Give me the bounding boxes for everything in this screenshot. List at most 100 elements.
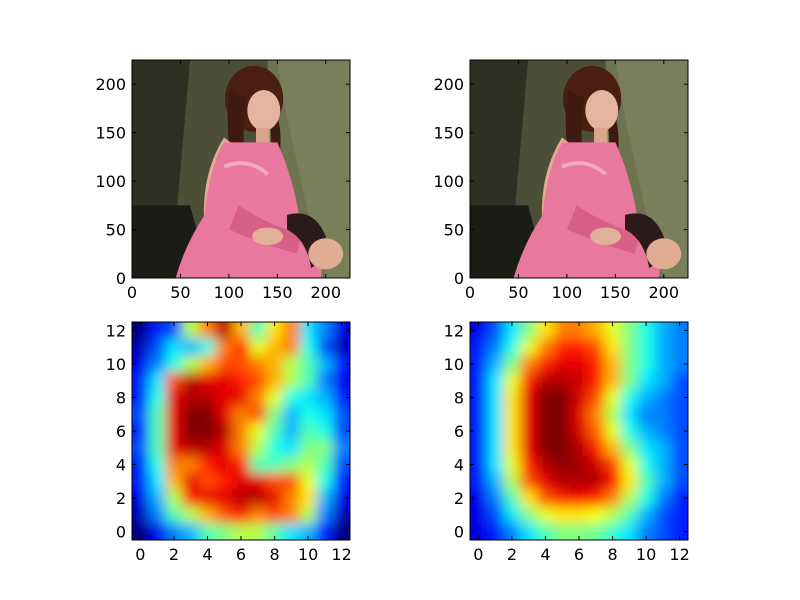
heatmap-cell bbox=[503, 489, 521, 508]
heatmap-cell bbox=[316, 439, 334, 457]
x-tick-label: 4 bbox=[540, 545, 550, 564]
heatmap-cell bbox=[637, 355, 656, 373]
y-tick-label: 6 bbox=[116, 422, 126, 441]
heatmap-cell bbox=[199, 506, 217, 524]
heatmap-cell bbox=[266, 405, 284, 424]
y-tick-label: 8 bbox=[454, 388, 464, 407]
heatmap-cell bbox=[316, 472, 334, 491]
heatmap-cell bbox=[537, 389, 555, 407]
heatmap-cell bbox=[132, 405, 133, 424]
heatmap-cell bbox=[604, 506, 622, 524]
heatmap-cell bbox=[249, 456, 267, 474]
heatmap-cell bbox=[266, 523, 284, 540]
heatmap-cell bbox=[165, 322, 183, 323]
heatmap-cell bbox=[688, 356, 705, 373]
panel-4: 0 2 4 6 8 10 12 0 2 4 6 8 10 12 bbox=[444, 321, 705, 564]
y-tick-label: 8 bbox=[116, 388, 126, 407]
heatmap-cell bbox=[637, 523, 656, 540]
heatmap-cell bbox=[299, 322, 318, 340]
heatmap-cell bbox=[654, 456, 672, 474]
heatmap-cell bbox=[587, 489, 605, 508]
heatmap-cell bbox=[299, 405, 318, 424]
heatmap-cell bbox=[350, 540, 367, 557]
heatmap-cell bbox=[520, 322, 538, 323]
heatmap-cell bbox=[503, 389, 521, 407]
x-tick-label: 200 bbox=[649, 283, 680, 302]
heatmap-cell bbox=[537, 523, 555, 540]
heatmap-cell bbox=[148, 322, 167, 340]
heatmap-cell bbox=[637, 472, 656, 491]
heatmap-cell bbox=[570, 506, 588, 524]
heatmap-cell bbox=[333, 523, 350, 540]
heatmap-cell bbox=[520, 523, 538, 540]
panel-3: 0 2 4 6 8 10 12 0 2 4 6 8 10 12 bbox=[106, 321, 367, 564]
heatmap-cell bbox=[486, 405, 505, 424]
heatmap-cell bbox=[216, 540, 233, 557]
heatmap-cell bbox=[232, 523, 250, 540]
heatmap-cell bbox=[282, 456, 301, 474]
y-tick-label: 6 bbox=[454, 422, 464, 441]
photo-image bbox=[132, 60, 350, 278]
heatmap-cell bbox=[587, 506, 605, 524]
heatmap-cell bbox=[537, 472, 555, 491]
heatmap-cell bbox=[553, 489, 572, 508]
heatmap-cell bbox=[316, 489, 334, 508]
heatmap-cell bbox=[215, 389, 234, 407]
x-tick-label: 50 bbox=[508, 283, 528, 302]
x-tick-label: 10 bbox=[298, 545, 318, 564]
heatmap-cell bbox=[587, 338, 605, 357]
heatmap-cell bbox=[637, 456, 656, 474]
axes-frame bbox=[131, 59, 351, 279]
x-tick-label: 2 bbox=[169, 545, 179, 564]
heatmap-cell bbox=[587, 472, 605, 491]
x-tick-label: 8 bbox=[607, 545, 617, 564]
heatmap-cell bbox=[620, 355, 639, 373]
heatmap-cell bbox=[350, 473, 367, 490]
heatmap-cell bbox=[132, 439, 133, 457]
heatmap-cell bbox=[470, 355, 488, 373]
heatmap-cell bbox=[215, 322, 234, 323]
x-tick-label: 200 bbox=[311, 283, 342, 302]
heatmap-cell bbox=[282, 439, 301, 457]
heatmap-cell bbox=[553, 355, 572, 373]
heatmap-cell bbox=[132, 372, 150, 390]
heatmap-cell bbox=[654, 405, 672, 424]
heatmap-cell bbox=[266, 456, 284, 474]
x-tick-label: 0 bbox=[465, 283, 475, 302]
heatmap-cell bbox=[671, 372, 688, 390]
heatmap-cell bbox=[570, 338, 588, 357]
heatmap-cell bbox=[537, 489, 555, 508]
heatmap-cell bbox=[333, 472, 350, 491]
heatmap-cell bbox=[604, 439, 622, 457]
heatmap-cell bbox=[333, 405, 350, 424]
heatmap-cell bbox=[333, 322, 350, 323]
heatmap-cell bbox=[503, 372, 521, 390]
heatmap-cell bbox=[688, 490, 705, 507]
heatmap-cell bbox=[671, 472, 688, 491]
heatmap-cell bbox=[520, 472, 538, 491]
heatmap-cell bbox=[520, 405, 538, 424]
heatmap-cell bbox=[282, 355, 301, 373]
heatmap-cell bbox=[520, 422, 538, 440]
heatmap-cell bbox=[199, 372, 217, 390]
heatmap-cell bbox=[671, 322, 688, 323]
heatmap-cell bbox=[587, 523, 605, 540]
heatmap-cell bbox=[132, 506, 150, 524]
x-tick-label: 10 bbox=[636, 545, 656, 564]
heatmap-cell bbox=[316, 422, 334, 440]
heatmap-cell bbox=[232, 456, 250, 474]
heatmap-cell bbox=[486, 523, 505, 540]
heatmap-cell bbox=[654, 422, 672, 440]
heatmap-cell bbox=[132, 489, 150, 508]
heatmap-cell bbox=[282, 405, 301, 424]
x-tick-label: 150 bbox=[600, 283, 631, 302]
x-tick-label: 150 bbox=[262, 283, 293, 302]
heatmap-cell bbox=[299, 472, 318, 491]
heatmap-cell bbox=[232, 338, 250, 357]
heatmap-cell bbox=[266, 372, 284, 390]
heatmap-cell bbox=[249, 523, 267, 540]
heatmap-cell bbox=[249, 355, 267, 373]
heatmap-cell bbox=[537, 439, 555, 457]
heatmap-cell bbox=[316, 523, 334, 540]
heatmap-cell bbox=[350, 439, 367, 456]
